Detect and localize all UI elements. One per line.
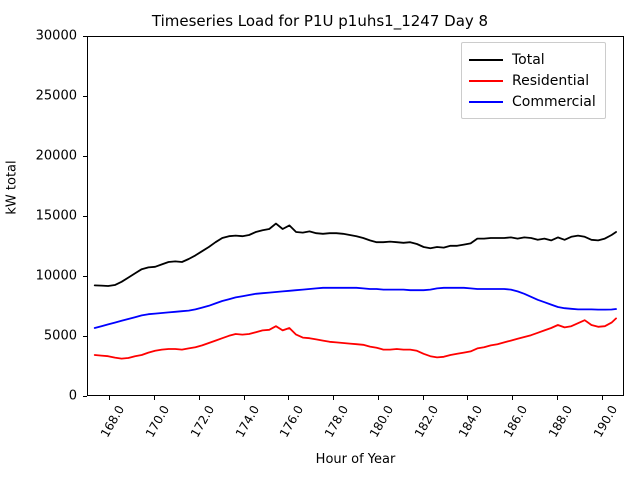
y-tick-label: 20000 — [35, 148, 77, 164]
x-tick-mark — [198, 396, 200, 400]
x-tick-mark — [601, 396, 603, 400]
legend-entry-total: Total — [469, 49, 596, 70]
chart-title: Timeseries Load for P1U p1uhs1_1247 Day … — [151, 12, 489, 30]
y-tick-label: 25000 — [35, 88, 77, 104]
y-tick-mark — [83, 96, 87, 97]
legend-swatch-commercial — [469, 100, 503, 103]
y-tick-mark — [83, 36, 87, 37]
x-tick-mark — [109, 396, 111, 400]
chart-legend: Total Residential Commercial — [461, 42, 606, 119]
y-tick-label: 30000 — [35, 28, 77, 44]
x-axis-label: Hour of Year — [315, 452, 396, 467]
x-tick-mark — [154, 396, 156, 400]
x-tick-mark — [377, 396, 379, 400]
y-tick-mark — [83, 216, 87, 217]
y-tick-label: 5000 — [43, 328, 77, 344]
series-line-total — [93, 222, 617, 287]
legend-swatch-residential — [469, 79, 503, 82]
x-tick-mark — [288, 396, 290, 400]
series-line-commercial — [93, 286, 617, 329]
x-tick-mark — [512, 396, 514, 400]
x-tick-mark — [243, 396, 245, 400]
legend-swatch-total — [469, 58, 503, 61]
y-tick-label: 10000 — [35, 268, 77, 284]
legend-entry-residential: Residential — [469, 70, 596, 91]
y-tick-mark — [83, 276, 87, 277]
series-line-residential — [93, 317, 617, 360]
y-tick-mark — [83, 336, 87, 337]
x-tick-mark — [467, 396, 469, 400]
x-tick-mark — [556, 396, 558, 400]
legend-label-total: Total — [512, 51, 545, 68]
plot-svg — [93, 222, 617, 360]
legend-entry-commercial: Commercial — [469, 91, 596, 112]
legend-label-commercial: Commercial — [512, 93, 596, 110]
y-axis-label: kW total — [4, 160, 20, 215]
y-tick-label: 0 — [68, 388, 77, 404]
y-tick-mark — [83, 396, 87, 397]
legend-label-residential: Residential — [512, 72, 590, 89]
y-tick-label: 15000 — [35, 208, 77, 224]
x-tick-mark — [333, 396, 335, 400]
x-tick-mark — [422, 396, 424, 400]
y-tick-mark — [83, 156, 87, 157]
